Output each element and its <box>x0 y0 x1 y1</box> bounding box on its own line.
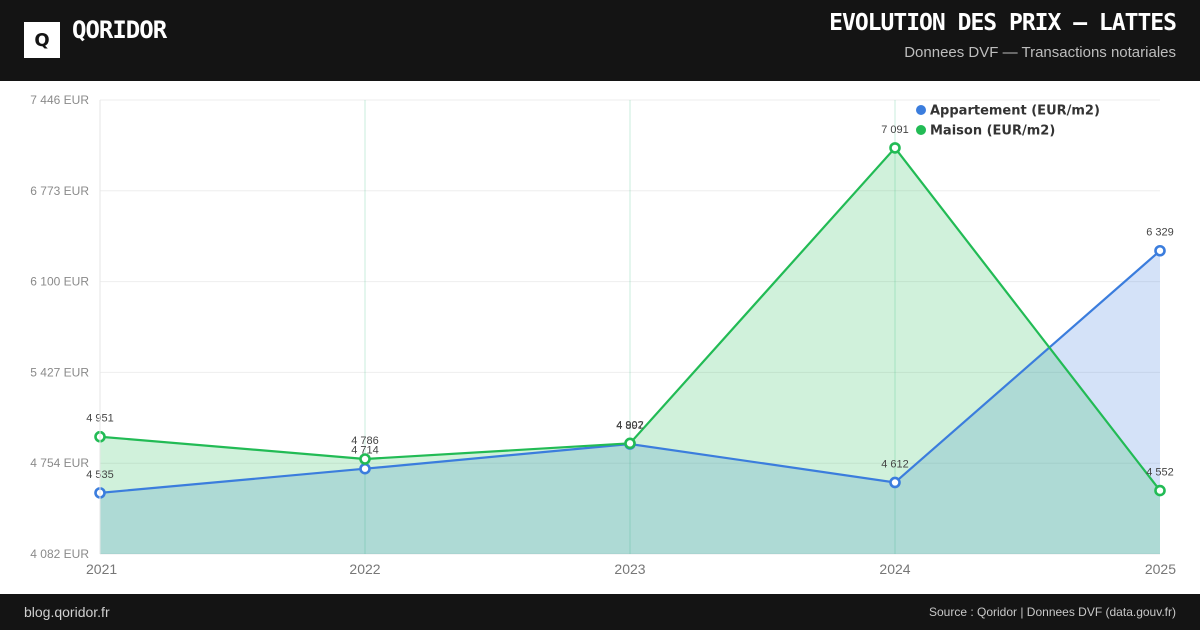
x-tick-label: 2023 <box>614 561 645 577</box>
legend-marker <box>916 105 926 115</box>
chart-title: EVOLUTION DES PRIX — LATTES <box>829 10 1177 36</box>
x-tick-label: 2022 <box>349 561 380 577</box>
footer-bar: blog.qoridor.fr Source : Qoridor | Donne… <box>0 594 1200 630</box>
data-point <box>359 462 371 475</box>
data-label: 4 786 <box>351 435 379 447</box>
y-tick-label: 5 427 EUR <box>30 365 89 379</box>
area-appartement <box>100 250 1160 554</box>
chart-subtitle: Donnees DVF — Transactions notariales <box>904 44 1176 61</box>
y-tick-label: 7 446 EUR <box>30 93 89 107</box>
axes: 7 446 EUR 6 773 EUR 6 100 EUR 5 427 EUR 4 75… <box>30 93 1176 577</box>
data-label: 4 902 <box>616 419 644 431</box>
data-point <box>889 142 901 154</box>
footer-site-link[interactable]: blog.qoridor.fr <box>24 604 110 620</box>
legend: Appartement (EUR/m2) Maison (EUR/m2) <box>916 104 1100 139</box>
header-bar: Q QORIDOR EVOLUTION DES PRIX — LATTES Do… <box>0 0 1200 81</box>
data-point <box>624 437 636 450</box>
area-maison <box>100 147 1160 554</box>
data-label: 7 091 <box>881 124 909 136</box>
y-tick-label: 4 754 EUR <box>30 456 89 470</box>
footer-source: Source : Qoridor | Donnees DVF (data.gou… <box>928 605 1176 619</box>
y-tick-label: 6 773 EUR <box>30 184 89 198</box>
logo[interactable]: Q <box>24 22 60 58</box>
data-point <box>1154 244 1166 257</box>
data-point <box>889 476 901 489</box>
legend-marker <box>916 125 926 135</box>
areas <box>100 147 1160 554</box>
data-label: 4 897 <box>616 420 644 432</box>
legend-label: Maison (EUR/m2) <box>930 124 1055 139</box>
logo-letter: Q <box>34 29 50 51</box>
data-label: 4 612 <box>881 458 909 470</box>
grid <box>100 99 1160 555</box>
legend-label: Appartement (EUR/m2) <box>930 104 1100 119</box>
y-tick-label: 6 100 EUR <box>30 275 89 289</box>
y-tick-label: 4 082 EUR <box>30 547 89 561</box>
x-tick-label: 2021 <box>86 561 117 577</box>
data-point <box>1154 484 1166 497</box>
brand-name: QORIDOR <box>72 16 167 44</box>
x-tick-label: 2024 <box>879 561 910 577</box>
data-label: 6 329 <box>1146 227 1174 239</box>
data-label: 4 552 <box>1146 467 1174 479</box>
data-label: 4 714 <box>351 445 379 457</box>
points <box>94 142 1166 499</box>
x-tick-label: 2025 <box>1145 561 1176 577</box>
data-point <box>359 453 371 465</box>
